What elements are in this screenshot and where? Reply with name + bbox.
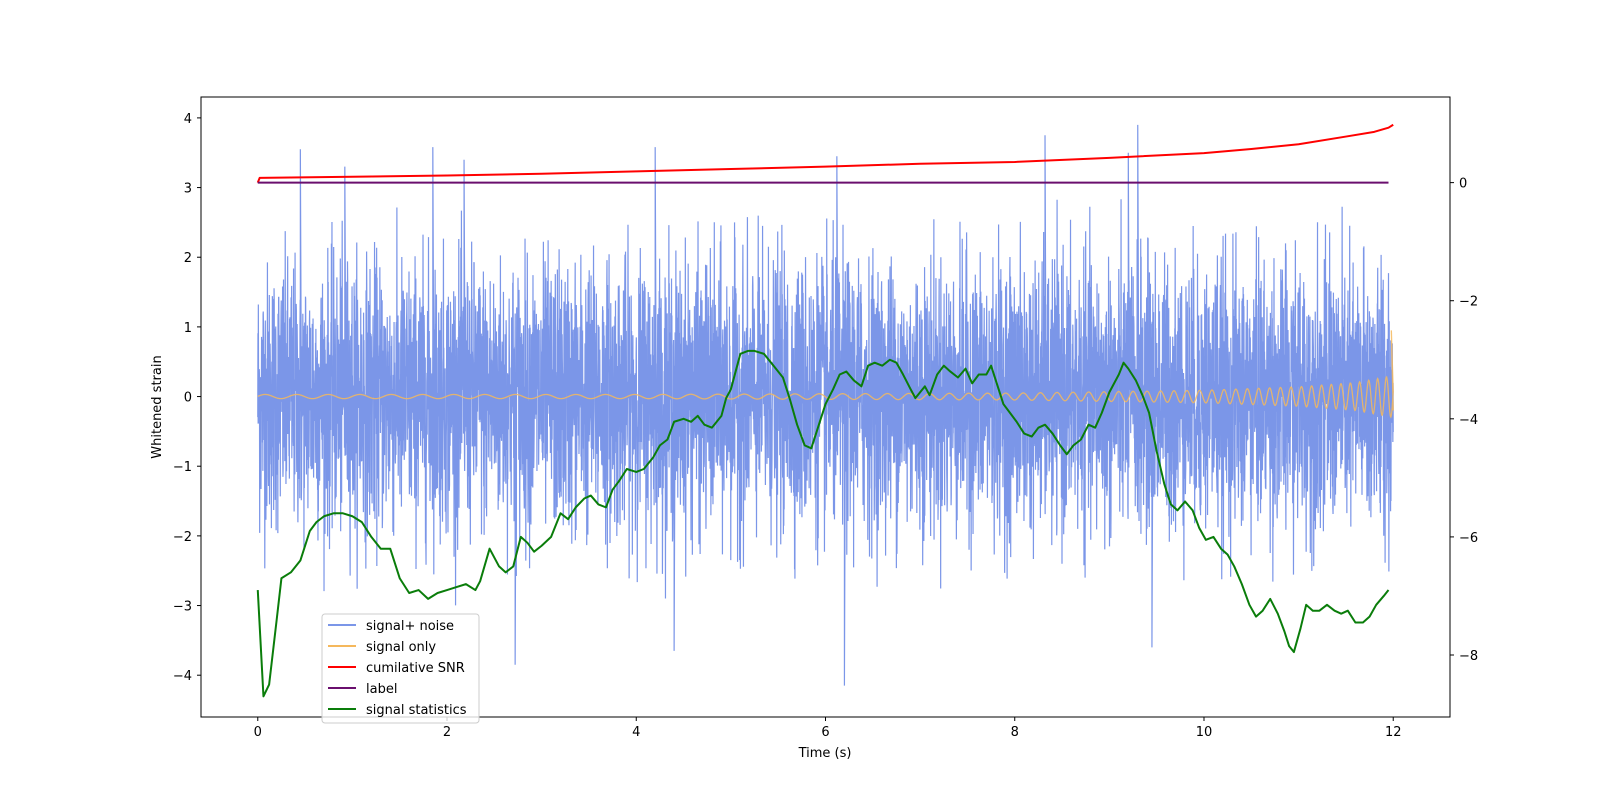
y2-tick-label: −8 <box>1459 649 1478 664</box>
y-axis-left: −4 −3 −2 −1 0 1 2 3 4 <box>173 112 201 684</box>
x-tick-label: 10 <box>1196 725 1213 740</box>
legend-label: label <box>366 682 397 697</box>
series-signal-noise <box>257 124 1394 686</box>
y-tick-label: 2 <box>184 251 192 266</box>
legend-label: signal only <box>366 640 436 655</box>
x-axis: 0 2 4 6 8 10 12 <box>254 717 1402 740</box>
y2-tick-label: 0 <box>1459 177 1467 192</box>
y2-tick-label: −2 <box>1459 295 1478 310</box>
x-tick-label: 4 <box>632 725 640 740</box>
legend-label: signal+ noise <box>366 619 454 634</box>
y-tick-label: 4 <box>184 112 192 127</box>
y-axis-label: Whitened strain <box>150 355 165 458</box>
x-tick-label: 12 <box>1385 725 1402 740</box>
legend: signal+ noise signal only cumilative SNR la… <box>321 613 480 724</box>
y2-tick-label: −6 <box>1459 531 1478 546</box>
x-tick-label: 2 <box>443 725 451 740</box>
y-axis-right: −8 −6 −4 −2 0 <box>1450 177 1478 664</box>
x-tick-label: 8 <box>1011 725 1019 740</box>
y-tick-label: 1 <box>184 321 192 336</box>
legend-box <box>321 613 480 724</box>
y-tick-label: 0 <box>184 391 192 406</box>
x-tick-label: 6 <box>821 725 829 740</box>
y-tick-label: −4 <box>173 669 192 684</box>
y-tick-label: −1 <box>173 460 192 475</box>
series-layer <box>256 123 1394 698</box>
series-cumulative-snr <box>256 123 1394 183</box>
series-signal-statistics <box>256 349 1390 698</box>
y-tick-label: −3 <box>173 600 192 615</box>
legend-label: cumilative SNR <box>366 661 465 676</box>
y-tick-label: 3 <box>184 182 192 197</box>
y2-tick-label: −4 <box>1459 413 1478 428</box>
series-signal-only <box>257 330 1394 419</box>
y-tick-label: −2 <box>173 530 192 545</box>
x-axis-label: Time (s) <box>798 746 852 761</box>
legend-label: signal statistics <box>366 703 467 718</box>
x-tick-label: 0 <box>254 725 262 740</box>
